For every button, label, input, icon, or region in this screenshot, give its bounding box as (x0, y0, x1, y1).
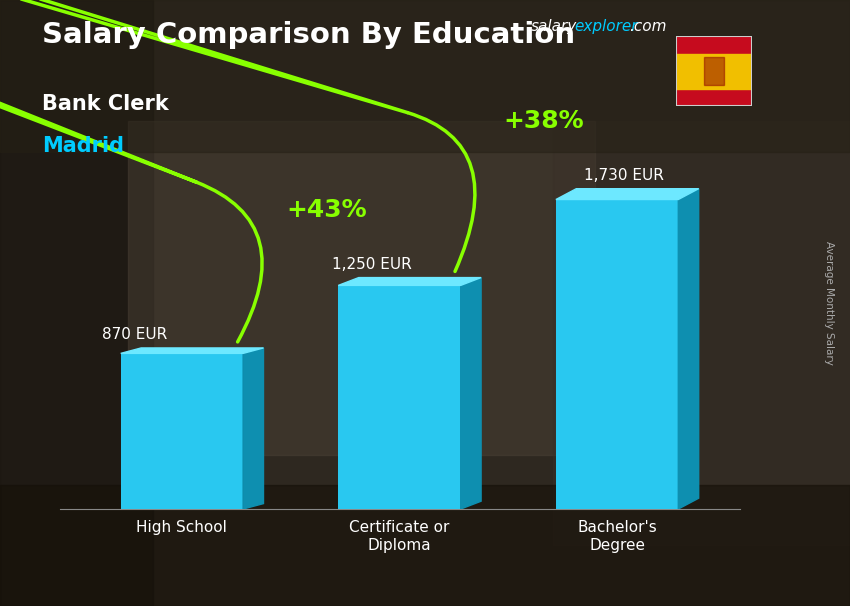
Bar (0, 485, 850, 606)
Bar (676, 54, 752, 88)
Text: explorer: explorer (575, 19, 638, 35)
Bar (0, 0, 850, 152)
Text: Salary Comparison By Education: Salary Comparison By Education (42, 21, 575, 49)
Bar (556, 199, 678, 509)
Bar (338, 285, 461, 509)
Text: +43%: +43% (286, 198, 366, 222)
Text: .com: .com (629, 19, 666, 35)
Text: Bank Clerk: Bank Clerk (42, 94, 169, 114)
Polygon shape (243, 348, 264, 509)
Text: 870 EUR: 870 EUR (102, 327, 167, 342)
Polygon shape (338, 278, 481, 285)
Polygon shape (461, 278, 481, 509)
Polygon shape (678, 188, 699, 509)
Polygon shape (121, 348, 264, 353)
Text: +38%: +38% (504, 109, 584, 133)
Text: 1,730 EUR: 1,730 EUR (584, 168, 664, 183)
Text: 1,250 EUR: 1,250 EUR (332, 257, 412, 272)
Text: salary: salary (531, 19, 577, 35)
Text: Average Monthly Salary: Average Monthly Salary (824, 241, 834, 365)
Bar (128, 121, 595, 454)
Bar (0, 0, 153, 606)
Bar (704, 58, 724, 85)
Text: Madrid: Madrid (42, 136, 124, 156)
Bar (121, 353, 243, 509)
Polygon shape (556, 188, 699, 199)
Bar (552, 121, 850, 545)
